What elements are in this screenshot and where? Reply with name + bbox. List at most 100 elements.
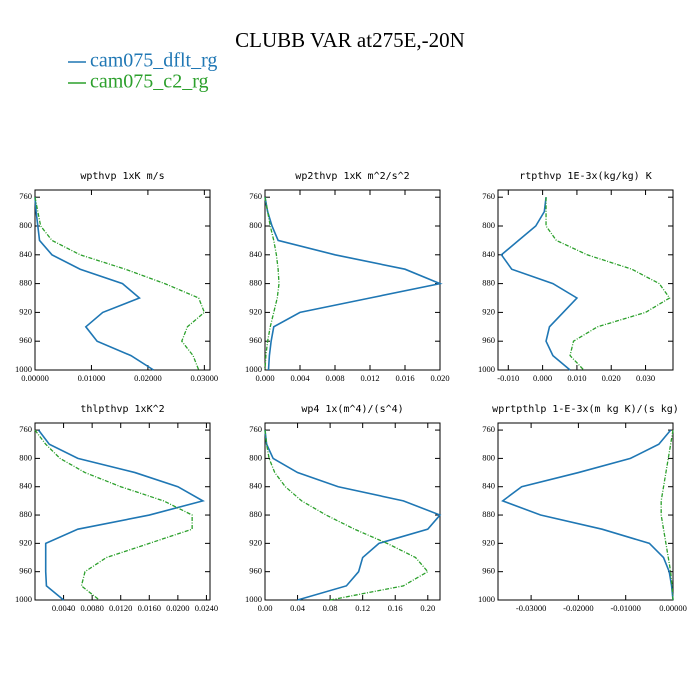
y-tick-label: 960 [249, 566, 262, 576]
x-tick-label: 0.08 [323, 603, 338, 613]
profile-line [264, 197, 443, 371]
profile-line [501, 429, 674, 601]
y-tick-label: 1000 [15, 594, 32, 604]
profile-line [34, 197, 154, 371]
y-tick-label: 760 [249, 191, 262, 201]
y-tick-label: 840 [482, 481, 495, 491]
profile-line [500, 197, 579, 371]
x-tick-label: -0.03000 [516, 603, 546, 613]
x-tick-label: 0.0120 [109, 603, 132, 613]
y-tick-label: 960 [482, 335, 495, 345]
x-tick-label: 0.02000 [134, 373, 162, 383]
y-tick-label: 800 [249, 452, 262, 462]
x-tick-label: 0.16 [388, 603, 403, 613]
x-tick-label: 0.010 [567, 373, 586, 383]
x-tick-label: 0.03000 [191, 373, 219, 383]
y-tick-label: 920 [249, 537, 262, 547]
x-tick-label: 0.01000 [78, 373, 106, 383]
y-tick-label: 760 [249, 424, 262, 434]
y-tick-label: 960 [19, 335, 32, 345]
y-tick-label: 960 [19, 566, 32, 576]
profile-line [34, 429, 193, 601]
x-tick-label: 0.008 [325, 373, 344, 383]
figure-title: CLUBB VAR at275E,-20N [235, 28, 465, 52]
y-tick-label: 920 [19, 306, 32, 316]
x-tick-label: 0.0240 [195, 603, 218, 613]
x-tick-label: 0.00000 [21, 373, 49, 383]
y-tick-label: 840 [249, 249, 262, 259]
x-tick-label: 0.00000 [659, 603, 687, 613]
x-tick-label: 0.0200 [166, 603, 189, 613]
plot-frame [497, 189, 674, 371]
x-tick-label: 0.004 [290, 373, 310, 383]
y-tick-label: 800 [19, 220, 32, 230]
x-tick-label: 0.020 [430, 373, 449, 383]
x-tick-label: 0.12 [355, 603, 370, 613]
y-tick-label: 800 [249, 220, 262, 230]
y-tick-label: 880 [19, 509, 32, 519]
y-tick-label: 960 [249, 335, 262, 345]
panel-title: thlpthvp 1xK^2 [80, 404, 164, 415]
profile-line [264, 429, 442, 601]
y-tick-label: 1000 [15, 364, 32, 374]
y-tick-label: 800 [19, 452, 32, 462]
x-tick-label: 0.020 [602, 373, 621, 383]
plot-frame [497, 422, 674, 601]
x-tick-label: -0.010 [497, 373, 519, 383]
plot-frame [264, 189, 441, 371]
y-tick-label: 800 [482, 452, 495, 462]
legend-entry: cam075_c2_rg [90, 71, 209, 93]
y-tick-label: 760 [19, 424, 32, 434]
profile-line [264, 430, 429, 601]
y-tick-label: 920 [482, 306, 495, 316]
profile-line [264, 197, 280, 371]
plot-frame [34, 422, 211, 601]
panel-title: rtpthvp 1E-3x(kg/kg) K [519, 171, 651, 182]
y-tick-label: 1000 [245, 594, 262, 604]
x-tick-label: 0.030 [636, 373, 655, 383]
profile-line [660, 429, 674, 601]
y-tick-label: 1000 [478, 594, 495, 604]
panel-title: wp2thvp 1xK m^2/s^2 [295, 171, 409, 182]
panel-title: wprtpthlp 1-E-3x(m kg K)/(s kg) [492, 404, 679, 415]
profile-line [34, 197, 206, 371]
y-tick-label: 960 [482, 566, 495, 576]
profile-line [545, 197, 671, 371]
y-tick-label: 920 [249, 306, 262, 316]
y-tick-label: 840 [19, 481, 32, 491]
x-tick-label: 0.000 [533, 373, 552, 383]
legend-entry: cam075_dflt_rg [90, 50, 217, 72]
y-tick-label: 880 [249, 509, 262, 519]
x-tick-label: 0.012 [360, 373, 379, 383]
x-tick-label: 0.04 [290, 603, 306, 613]
x-tick-label: 0.016 [395, 373, 414, 383]
x-tick-label: 0.0080 [80, 603, 103, 613]
panel-title: wp4 1x(m^4)/(s^4) [301, 404, 403, 415]
x-tick-label: -0.01000 [610, 603, 640, 613]
y-tick-label: 840 [482, 249, 495, 259]
y-tick-label: 1000 [245, 364, 262, 374]
profile-line [37, 429, 205, 601]
x-tick-label: 0.0040 [52, 603, 75, 613]
x-tick-label: 0.00 [258, 603, 273, 613]
y-tick-label: 920 [19, 537, 32, 547]
plot-frame [34, 189, 211, 371]
x-tick-label: -0.02000 [563, 603, 593, 613]
y-tick-label: 760 [19, 191, 32, 201]
y-tick-label: 920 [482, 537, 495, 547]
y-tick-label: 840 [19, 249, 32, 259]
y-tick-label: 880 [249, 278, 262, 288]
y-tick-label: 760 [482, 424, 495, 434]
y-tick-label: 800 [482, 220, 495, 230]
panel-title: wpthvp 1xK m/s [80, 171, 164, 182]
x-tick-label: 0.20 [420, 603, 435, 613]
y-tick-label: 760 [482, 191, 495, 201]
y-tick-label: 880 [19, 278, 32, 288]
x-tick-label: 0.000 [255, 373, 274, 383]
y-tick-label: 880 [482, 509, 495, 519]
plot-frame [264, 422, 441, 601]
y-tick-label: 880 [482, 278, 495, 288]
y-tick-label: 840 [249, 481, 262, 491]
y-tick-label: 1000 [478, 364, 495, 374]
